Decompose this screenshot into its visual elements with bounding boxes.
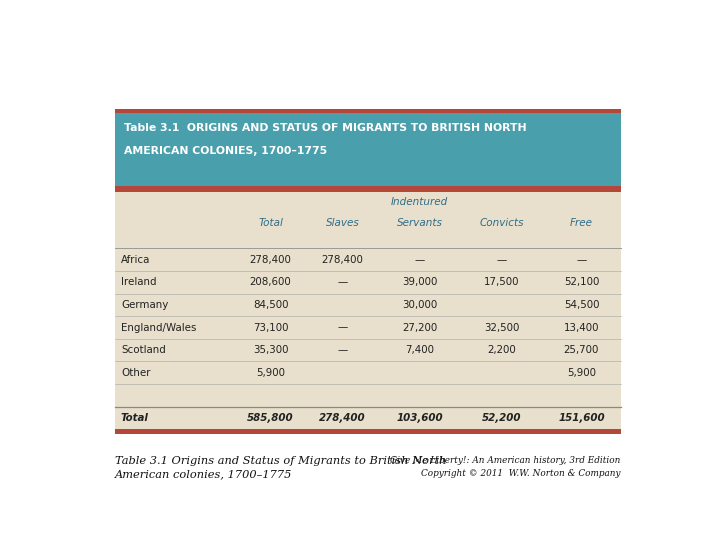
Text: —: — — [338, 322, 348, 333]
Text: 2,200: 2,200 — [487, 345, 516, 355]
Text: —: — — [338, 345, 348, 355]
Text: Convicts: Convicts — [480, 218, 524, 228]
Text: Germany: Germany — [121, 300, 168, 310]
Text: 39,000: 39,000 — [402, 278, 438, 287]
Text: Ireland: Ireland — [121, 278, 156, 287]
Text: England/Wales: England/Wales — [121, 322, 197, 333]
Text: Total: Total — [121, 413, 149, 423]
Text: 278,400: 278,400 — [320, 413, 366, 423]
Text: Servants: Servants — [397, 218, 443, 228]
Text: Indentured: Indentured — [391, 197, 449, 207]
Text: 54,500: 54,500 — [564, 300, 599, 310]
Text: 52,100: 52,100 — [564, 278, 599, 287]
Text: 13,400: 13,400 — [564, 322, 599, 333]
Text: 32,500: 32,500 — [484, 322, 520, 333]
Text: 278,400: 278,400 — [322, 255, 364, 265]
Text: 7,400: 7,400 — [405, 345, 434, 355]
Text: Table 3.1  ORIGINS AND STATUS OF MIGRANTS TO BRITISH NORTH: Table 3.1 ORIGINS AND STATUS OF MIGRANTS… — [124, 123, 526, 133]
Text: 35,300: 35,300 — [253, 345, 289, 355]
Text: 585,800: 585,800 — [247, 413, 294, 423]
Text: Slaves: Slaves — [325, 218, 359, 228]
Text: 103,600: 103,600 — [397, 413, 443, 423]
Text: 73,100: 73,100 — [253, 322, 289, 333]
Text: 52,200: 52,200 — [482, 413, 521, 423]
Text: 278,400: 278,400 — [250, 255, 292, 265]
Text: 5,900: 5,900 — [256, 368, 285, 378]
Text: 17,500: 17,500 — [484, 278, 520, 287]
Text: —: — — [497, 255, 507, 265]
Text: Other: Other — [121, 368, 150, 378]
Text: —: — — [338, 278, 348, 287]
Text: 5,900: 5,900 — [567, 368, 596, 378]
Text: —: — — [576, 255, 587, 265]
Text: Free: Free — [570, 218, 593, 228]
Text: Table 3.1 Origins and Status of Migrants to British North
American colonies, 170: Table 3.1 Origins and Status of Migrants… — [115, 456, 446, 480]
Text: Africa: Africa — [121, 255, 150, 265]
Text: AMERICAN COLONIES, 1700–1775: AMERICAN COLONIES, 1700–1775 — [124, 146, 327, 156]
Text: Total: Total — [258, 218, 283, 228]
Text: 27,200: 27,200 — [402, 322, 437, 333]
Text: 84,500: 84,500 — [253, 300, 289, 310]
Text: Scotland: Scotland — [121, 345, 166, 355]
Text: 208,600: 208,600 — [250, 278, 292, 287]
Text: Give Me Liberty!: An American history, 3rd Edition
Copyright © 2011  W.W. Norton: Give Me Liberty!: An American history, 3… — [390, 456, 621, 478]
Text: 151,600: 151,600 — [558, 413, 605, 423]
Text: —: — — [415, 255, 425, 265]
Text: 25,700: 25,700 — [564, 345, 599, 355]
Text: 30,000: 30,000 — [402, 300, 437, 310]
